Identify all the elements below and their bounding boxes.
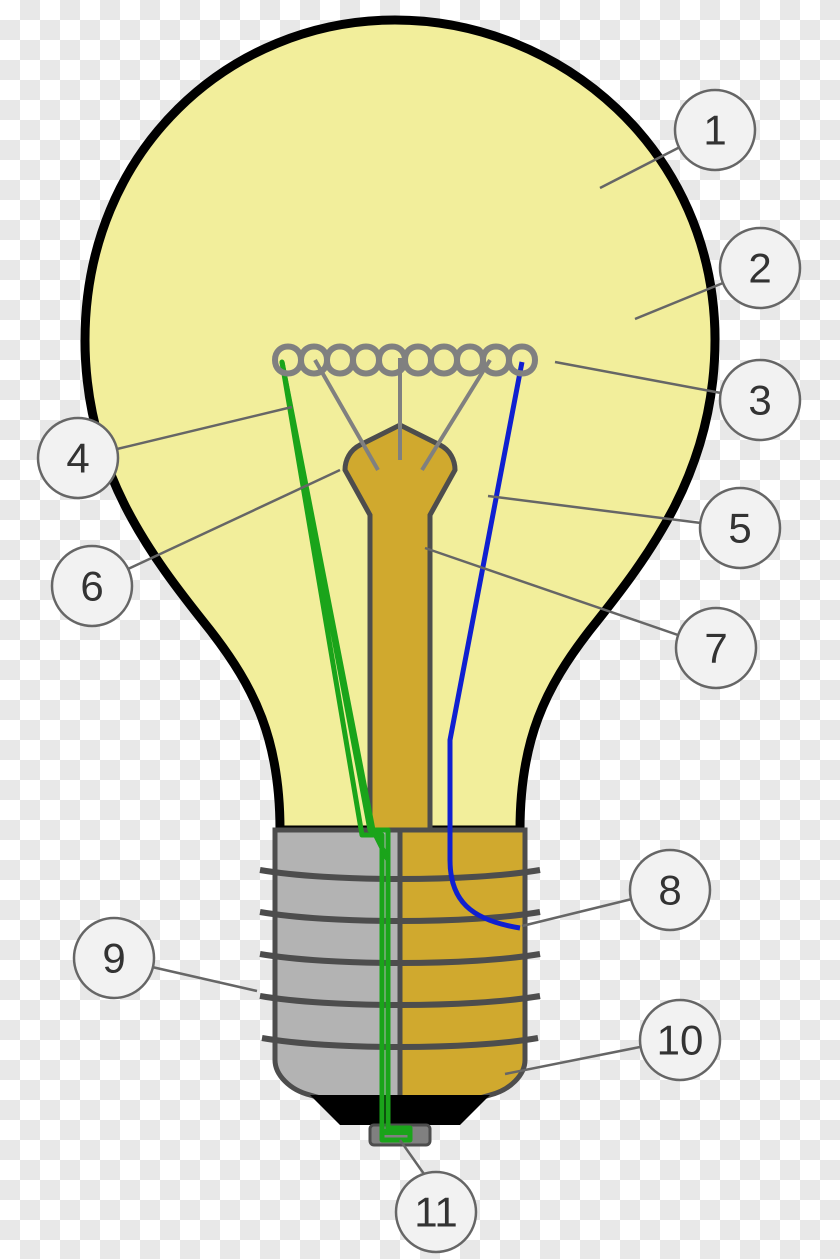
callout-6: 6 xyxy=(52,546,132,626)
lightbulb-diagram: 1 2 3 4 5 6 7 8 xyxy=(0,0,840,1259)
svg-text:8: 8 xyxy=(658,867,681,914)
svg-text:2: 2 xyxy=(748,245,771,292)
callout-10: 10 xyxy=(640,1000,720,1080)
svg-text:4: 4 xyxy=(66,435,89,482)
base-insulation xyxy=(310,1095,490,1125)
callout-8: 8 xyxy=(630,850,710,930)
callout-9: 9 xyxy=(74,918,154,998)
svg-text:6: 6 xyxy=(80,563,103,610)
callout-4: 4 xyxy=(38,418,118,498)
callout-7: 7 xyxy=(676,608,756,688)
callout-line-9 xyxy=(152,967,257,991)
svg-text:3: 3 xyxy=(748,377,771,424)
svg-text:9: 9 xyxy=(102,935,125,982)
svg-text:1: 1 xyxy=(703,107,726,154)
callout-1: 1 xyxy=(675,90,755,170)
callout-11: 11 xyxy=(396,1172,476,1252)
callout-5: 5 xyxy=(700,488,780,568)
svg-text:10: 10 xyxy=(657,1017,704,1064)
svg-text:5: 5 xyxy=(728,505,751,552)
svg-text:7: 7 xyxy=(704,625,727,672)
screw-base xyxy=(260,830,540,1108)
callout-2: 2 xyxy=(720,228,800,308)
svg-text:11: 11 xyxy=(414,1189,458,1236)
callout-3: 3 xyxy=(720,360,800,440)
